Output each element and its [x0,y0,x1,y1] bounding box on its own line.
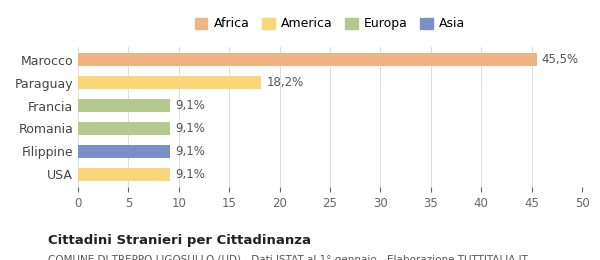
Text: 18,2%: 18,2% [266,76,304,89]
Text: 9,1%: 9,1% [175,168,205,181]
Bar [78,122,170,135]
Bar [78,168,170,181]
Text: 9,1%: 9,1% [175,122,205,135]
Legend: Africa, America, Europa, Asia: Africa, America, Europa, Asia [191,14,469,34]
Text: 45,5%: 45,5% [542,53,579,66]
Text: COMUNE DI TREPPO LIGOSULLO (UD) - Dati ISTAT al 1° gennaio - Elaborazione TUTTIT: COMUNE DI TREPPO LIGOSULLO (UD) - Dati I… [48,255,528,260]
Bar [78,145,170,158]
Text: 9,1%: 9,1% [175,145,205,158]
Bar [78,53,536,66]
Text: 9,1%: 9,1% [175,99,205,112]
Bar [78,76,262,89]
Bar [78,99,170,112]
Text: Cittadini Stranieri per Cittadinanza: Cittadini Stranieri per Cittadinanza [48,234,311,247]
